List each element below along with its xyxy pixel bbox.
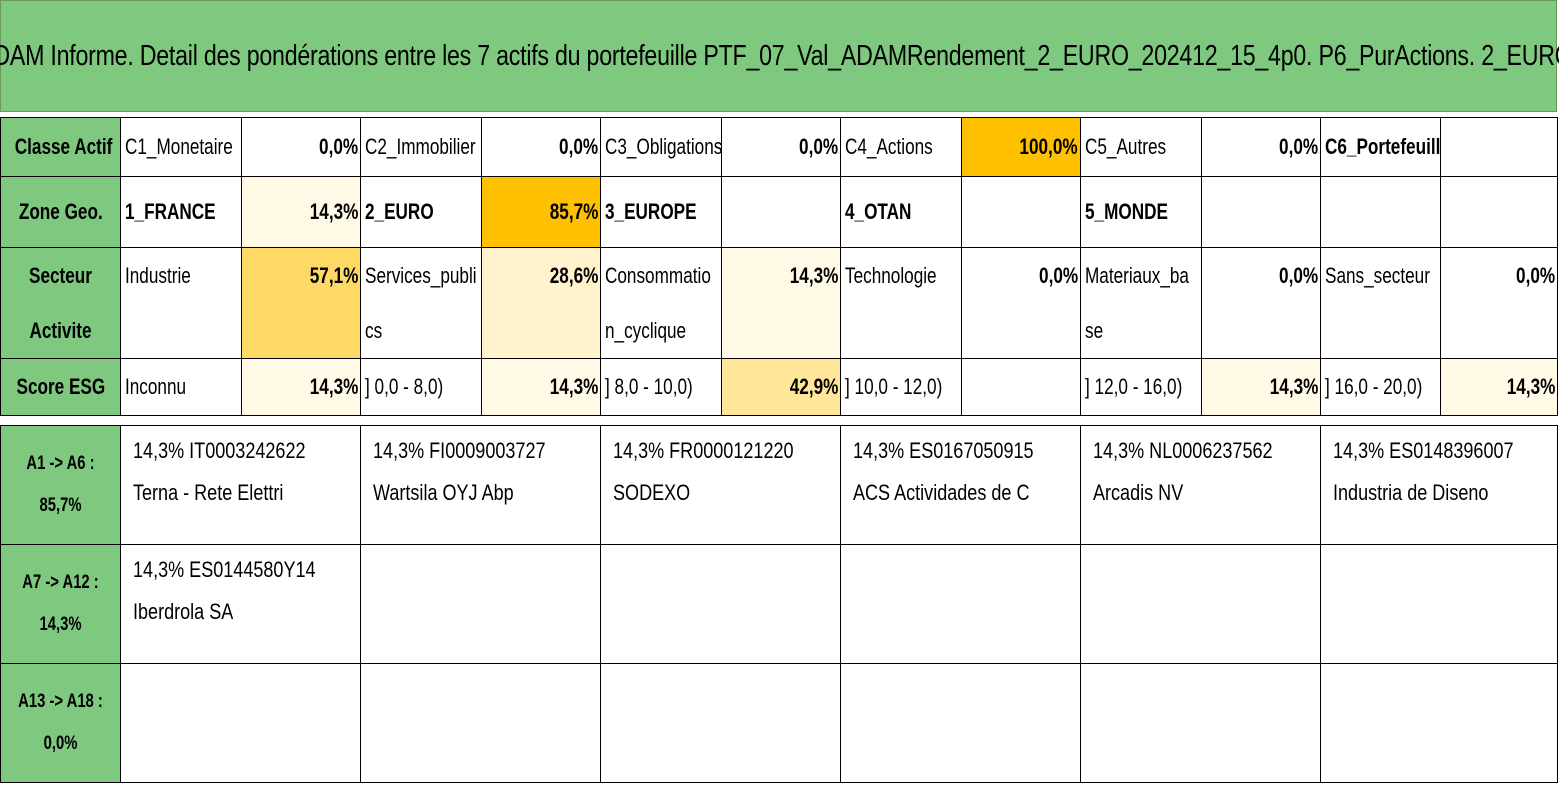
cell-label[interactable]: Sans_secteur	[1320, 247, 1441, 359]
asset-cell[interactable]: 14,3% FR0000121220 SODEXO	[600, 425, 841, 545]
asset-cell[interactable]	[1320, 544, 1558, 664]
cell-value[interactable]	[961, 176, 1081, 248]
cell-label[interactable]: Inconnu	[120, 358, 242, 416]
assets-row-header[interactable]: A13 -> A18 :0,0%	[0, 663, 121, 783]
cell-value[interactable]: 0,0%	[1201, 117, 1321, 177]
cell-label[interactable]: ] 12,0 - 16,0)	[1080, 358, 1202, 416]
cell-value[interactable]	[721, 176, 841, 248]
cell-value[interactable]: 57,1%	[241, 247, 361, 359]
cell-label[interactable]: C2_Immobilier	[360, 117, 482, 177]
cell-label[interactable]: 1_FRANCE	[120, 176, 242, 248]
cell-value[interactable]	[1440, 117, 1558, 177]
asset-cell[interactable]: 14,3% ES0167050915 ACS Actividades de C	[840, 425, 1081, 545]
asset-cell[interactable]	[840, 663, 1081, 783]
cell-value[interactable]: 100,0%	[961, 117, 1081, 177]
cell-label[interactable]: 3_EUROPE	[600, 176, 722, 248]
assets-row-header[interactable]: A1 -> A6 :85,7%	[0, 425, 121, 545]
cell-value[interactable]: 0,0%	[721, 117, 841, 177]
assets-row-header[interactable]: A7 -> A12 :14,3%	[0, 544, 121, 664]
cell-value[interactable]: 14,3%	[241, 176, 361, 248]
assets-table: A1 -> A6 :85,7% 14,3% IT0003242622 Terna …	[0, 425, 1558, 783]
asset-cell[interactable]	[1080, 544, 1321, 664]
cell-value[interactable]	[1440, 176, 1558, 248]
cell-value[interactable]: 0,0%	[241, 117, 361, 177]
cell-value[interactable]: 14,3%	[1440, 358, 1558, 416]
cell-label[interactable]: Industrie	[120, 247, 242, 359]
assets-row-a7-a12: A7 -> A12 :14,3% 14,3% ES0144580Y14 Iberd…	[0, 544, 1558, 664]
cell-label[interactable]: Services_publics	[360, 247, 482, 359]
row-score-esg: Score ESG Inconnu 14,3% ] 0,0 - 8,0) 14,…	[0, 358, 1558, 416]
row-zone-geo: Zone Geo. 1_FRANCE 14,3% 2_EURO 85,7% 3_…	[0, 176, 1558, 248]
asset-cell[interactable]	[1320, 663, 1558, 783]
asset-cell[interactable]	[600, 663, 841, 783]
cell-label[interactable]: 5_MONDE	[1080, 176, 1202, 248]
cell-label[interactable]: C4_Actions	[840, 117, 962, 177]
asset-cell[interactable]	[120, 663, 361, 783]
cell-value[interactable]: 42,9%	[721, 358, 841, 416]
cell-value[interactable]: 0,0%	[961, 247, 1081, 359]
cell-label[interactable]: Technologie	[840, 247, 962, 359]
cell-value[interactable]: 14,3%	[721, 247, 841, 359]
cell-label[interactable]: C3_Obligations	[600, 117, 722, 177]
cell-value[interactable]: 0,0%	[1201, 247, 1321, 359]
assets-row-a13-a18: A13 -> A18 :0,0%	[0, 663, 1558, 783]
cell-label[interactable]: ] 8,0 - 10,0)	[600, 358, 722, 416]
title-banner: ADAM Informe. Detail des pondérations en…	[0, 0, 1559, 112]
cell-label[interactable]: Materiaux_base	[1080, 247, 1202, 359]
asset-cell[interactable]: 14,3% ES0148396007 Industria de Diseno	[1320, 425, 1558, 545]
cell-label[interactable]: C1_Monetaire	[120, 117, 242, 177]
row-secteur-activite: Secteur Activite Industrie 57,1% Service…	[0, 247, 1558, 359]
asset-cell[interactable]	[600, 544, 841, 664]
asset-cell[interactable]: 14,3% ES0144580Y14 Iberdrola SA	[120, 544, 361, 664]
row-header[interactable]: Secteur Activite	[0, 247, 121, 359]
cell-label[interactable]: C6_Portefeuill	[1320, 117, 1441, 177]
cell-label[interactable]: ] 16,0 - 20,0)	[1320, 358, 1441, 416]
asset-cell[interactable]: 14,3% NL0006237562 Arcadis NV	[1080, 425, 1321, 545]
cell-value[interactable]: 14,3%	[481, 358, 601, 416]
cell-label[interactable]: ] 10,0 - 12,0)	[840, 358, 962, 416]
cell-label[interactable]: 4_OTAN	[840, 176, 962, 248]
asset-cell[interactable]	[360, 663, 601, 783]
row-classe-actif: Classe Actif C1_Monetaire 0,0% C2_Immobi…	[0, 117, 1558, 177]
cell-value[interactable]: 0,0%	[481, 117, 601, 177]
asset-cell[interactable]	[360, 544, 601, 664]
cell-value[interactable]	[961, 358, 1081, 416]
cell-label[interactable]: Consommation_cyclique	[600, 247, 722, 359]
cell-label[interactable]: C5_Autres	[1080, 117, 1202, 177]
row-header[interactable]: Zone Geo.	[0, 176, 121, 248]
asset-cell[interactable]: 14,3% IT0003242622 Terna - Rete Elettri	[120, 425, 361, 545]
assets-row-a1-a6: A1 -> A6 :85,7% 14,3% IT0003242622 Terna …	[0, 425, 1558, 545]
cell-value[interactable]: 0,0%	[1440, 247, 1558, 359]
asset-cell[interactable]	[1080, 663, 1321, 783]
cell-value[interactable]: 85,7%	[481, 176, 601, 248]
row-header[interactable]: Classe Actif	[0, 117, 121, 177]
cell-label[interactable]	[1320, 176, 1441, 248]
allocation-table: Classe Actif C1_Monetaire 0,0% C2_Immobi…	[0, 117, 1558, 416]
page-title: ADAM Informe. Detail des pondérations en…	[0, 39, 1559, 72]
cell-label[interactable]: 2_EURO	[360, 176, 482, 248]
cell-value[interactable]	[1201, 176, 1321, 248]
row-header[interactable]: Score ESG	[0, 358, 121, 416]
asset-cell[interactable]	[840, 544, 1081, 664]
cell-value[interactable]: 14,3%	[241, 358, 361, 416]
asset-cell[interactable]: 14,3% FI0009003727 Wartsila OYJ Abp	[360, 425, 601, 545]
cell-value[interactable]: 28,6%	[481, 247, 601, 359]
cell-label[interactable]: ] 0,0 - 8,0)	[360, 358, 482, 416]
cell-value[interactable]: 14,3%	[1201, 358, 1321, 416]
